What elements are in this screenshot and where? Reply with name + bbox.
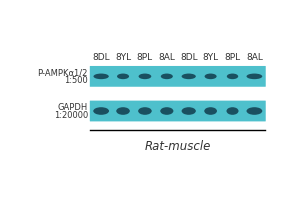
- Text: 8YL: 8YL: [115, 53, 131, 62]
- Ellipse shape: [226, 107, 238, 115]
- Text: 1:20000: 1:20000: [54, 111, 88, 120]
- Text: Rat-muscle: Rat-muscle: [145, 140, 211, 152]
- Text: 8DL: 8DL: [92, 53, 110, 62]
- Ellipse shape: [227, 74, 238, 79]
- Ellipse shape: [139, 74, 151, 79]
- Ellipse shape: [182, 74, 196, 79]
- Ellipse shape: [116, 107, 130, 115]
- Text: 8AL: 8AL: [158, 53, 175, 62]
- Ellipse shape: [204, 107, 217, 115]
- Text: 8PL: 8PL: [137, 53, 153, 62]
- Ellipse shape: [93, 107, 109, 115]
- Text: 8AL: 8AL: [246, 53, 263, 62]
- Text: P-AMPKα1/2: P-AMPKα1/2: [38, 69, 88, 78]
- Ellipse shape: [182, 107, 196, 115]
- Ellipse shape: [161, 74, 173, 79]
- Text: 1:500: 1:500: [64, 76, 88, 85]
- Ellipse shape: [247, 107, 262, 115]
- Ellipse shape: [247, 74, 262, 79]
- Text: 8PL: 8PL: [224, 53, 241, 62]
- Text: GAPDH: GAPDH: [58, 103, 88, 112]
- Ellipse shape: [117, 74, 129, 79]
- Ellipse shape: [160, 107, 173, 115]
- FancyBboxPatch shape: [90, 101, 266, 121]
- Ellipse shape: [94, 74, 109, 79]
- Text: 8DL: 8DL: [180, 53, 197, 62]
- Text: 8YL: 8YL: [202, 53, 219, 62]
- Ellipse shape: [205, 74, 217, 79]
- FancyBboxPatch shape: [90, 66, 266, 87]
- Ellipse shape: [138, 107, 152, 115]
